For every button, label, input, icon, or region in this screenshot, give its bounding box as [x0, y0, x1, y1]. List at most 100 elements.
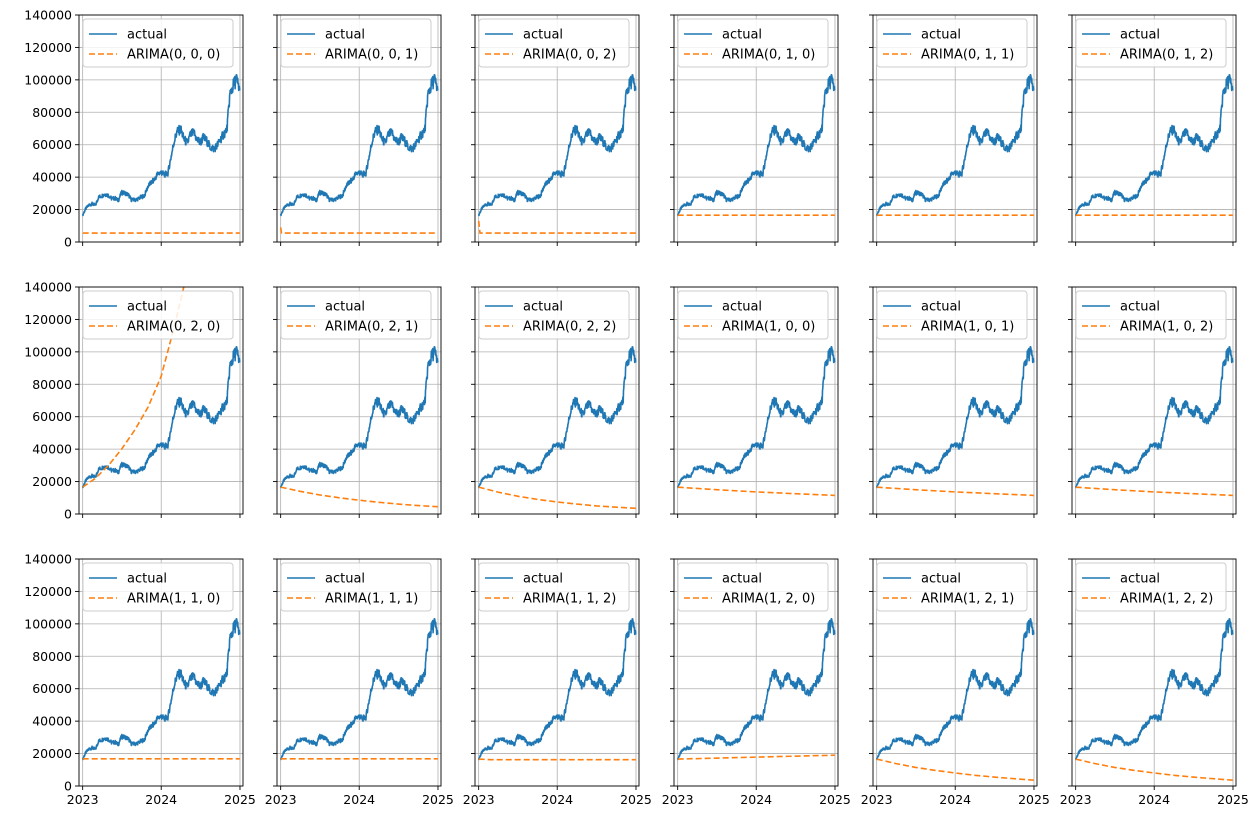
plot-area — [279, 74, 439, 234]
x-tick-label: 2023 — [662, 792, 694, 807]
y-tick-label: 0 — [64, 235, 72, 250]
y-tick-label: 40000 — [32, 442, 72, 457]
legend: actual ARIMA(1, 1, 0) — [82, 562, 234, 612]
legend-box — [876, 562, 1028, 612]
forecast-line — [1075, 486, 1233, 497]
actual-line — [279, 618, 439, 761]
x-tick-label: 2024 — [541, 792, 573, 807]
actual-line — [875, 74, 1035, 217]
x-tick-label: 2025 — [620, 792, 652, 807]
y-tick-label: 140000 — [24, 280, 72, 295]
actual-line — [477, 74, 637, 217]
y-tick-label: 20000 — [32, 474, 72, 489]
legend-actual-label: actual — [722, 28, 762, 43]
plot-area — [81, 287, 241, 489]
legend-box — [677, 562, 829, 612]
legend-forecast-label: ARIMA(1, 0, 2) — [1120, 320, 1213, 335]
plot-area — [676, 346, 836, 497]
legend: actual ARIMA(1, 2, 1) — [876, 562, 1028, 612]
actual-line — [676, 346, 836, 489]
forecast-line — [677, 486, 835, 497]
y-tick-label: 120000 — [24, 40, 72, 55]
plot-area — [477, 74, 637, 234]
legend: actual ARIMA(1, 0, 2) — [1075, 290, 1227, 340]
actual-line — [676, 74, 836, 217]
legend: actual ARIMA(1, 0, 0) — [677, 290, 829, 340]
legend-forecast-label: ARIMA(0, 2, 0) — [127, 320, 220, 335]
y-tick-label: 40000 — [32, 714, 72, 729]
x-tick-label: 2023 — [1060, 792, 1092, 807]
actual-line — [875, 346, 1035, 489]
subplot-5: actual ARIMA(0, 1, 1) — [869, 14, 1038, 246]
forecast-line — [677, 754, 835, 760]
y-tick-label: 60000 — [32, 137, 72, 152]
x-tick-label: 2025 — [1018, 792, 1050, 807]
subplot-1: 0 20000 40000 60000 80000 100000 120000 140000 a… — [24, 8, 244, 250]
subplot-3: actual ARIMA(0, 0, 2) — [471, 14, 640, 246]
x-tick-label: 2023 — [463, 792, 495, 807]
y-tick-label: 100000 — [24, 72, 72, 87]
legend-forecast-label: ARIMA(1, 1, 1) — [325, 592, 418, 607]
legend-forecast-label: ARIMA(1, 1, 0) — [127, 592, 220, 607]
plot-area — [81, 74, 241, 234]
plot-area — [1074, 618, 1234, 781]
legend-actual-label: actual — [325, 572, 365, 587]
legend-actual-label: actual — [523, 300, 563, 315]
legend-box — [478, 290, 630, 340]
legend: actual ARIMA(0, 2, 1) — [280, 290, 432, 340]
legend-box — [478, 562, 630, 612]
legend-box — [280, 18, 432, 68]
x-tick-label: 2024 — [145, 792, 177, 807]
legend-box — [280, 290, 432, 340]
x-tick-label: 2024 — [1138, 792, 1170, 807]
subplot-14: 2023 2024 2025 actual ARIMA(1, 1, 1) — [265, 558, 454, 807]
x-tick-label: 2025 — [819, 792, 851, 807]
legend-forecast-label: ARIMA(0, 2, 2) — [523, 320, 616, 335]
forecast-line — [478, 758, 636, 761]
legend: actual ARIMA(0, 1, 0) — [677, 18, 829, 68]
legend-box — [1075, 18, 1227, 68]
subplot-10: actual ARIMA(1, 0, 0) — [670, 286, 839, 518]
subplot-9: actual ARIMA(0, 2, 2) — [471, 286, 640, 518]
plot-area — [81, 618, 241, 761]
legend-box — [82, 562, 234, 612]
actual-line — [81, 74, 241, 217]
legend-box — [1075, 562, 1227, 612]
legend-box — [677, 290, 829, 340]
plot-area — [477, 346, 637, 510]
subplot-18: 2023 2024 2025 actual ARIMA(1, 2, 2) — [1060, 558, 1249, 807]
y-tick-label: 120000 — [24, 312, 72, 327]
plot-area — [1074, 346, 1234, 497]
legend-actual-label: actual — [325, 28, 365, 43]
legend-actual-label: actual — [1120, 28, 1160, 43]
plot-area — [875, 346, 1035, 497]
subplot-16: 2023 2024 2025 actual ARIMA(1, 2, 0) — [662, 558, 851, 807]
x-tick-label: 2024 — [939, 792, 971, 807]
actual-line — [81, 618, 241, 761]
y-tick-label: 100000 — [24, 344, 72, 359]
subplot-12: actual ARIMA(1, 0, 2) — [1068, 286, 1237, 518]
legend-actual-label: actual — [722, 300, 762, 315]
x-tick-label: 2025 — [1217, 792, 1249, 807]
legend: actual ARIMA(0, 2, 2) — [478, 290, 630, 340]
legend-actual-label: actual — [523, 28, 563, 43]
x-tick-label: 2025 — [422, 792, 454, 807]
forecast-line — [477, 220, 636, 234]
legend-box — [82, 290, 234, 340]
actual-line — [875, 618, 1035, 761]
legend-actual-label: actual — [1120, 572, 1160, 587]
legend-forecast-label: ARIMA(0, 0, 0) — [127, 48, 220, 63]
subplot-13: 0 20000 40000 60000 80000 100000 120000 140000 2… — [24, 552, 256, 808]
plot-area — [279, 618, 439, 761]
y-tick-label: 100000 — [24, 616, 72, 631]
legend-box — [280, 562, 432, 612]
actual-line — [1074, 74, 1234, 217]
legend-box — [82, 18, 234, 68]
actual-line — [1074, 346, 1234, 489]
subplot-11: actual ARIMA(1, 0, 1) — [869, 286, 1038, 518]
subplot-15: 2023 2024 2025 actual ARIMA(1, 1, 2) — [463, 558, 652, 807]
legend: actual ARIMA(0, 1, 1) — [876, 18, 1028, 68]
actual-line — [81, 346, 241, 489]
legend: actual ARIMA(0, 1, 2) — [1075, 18, 1227, 68]
